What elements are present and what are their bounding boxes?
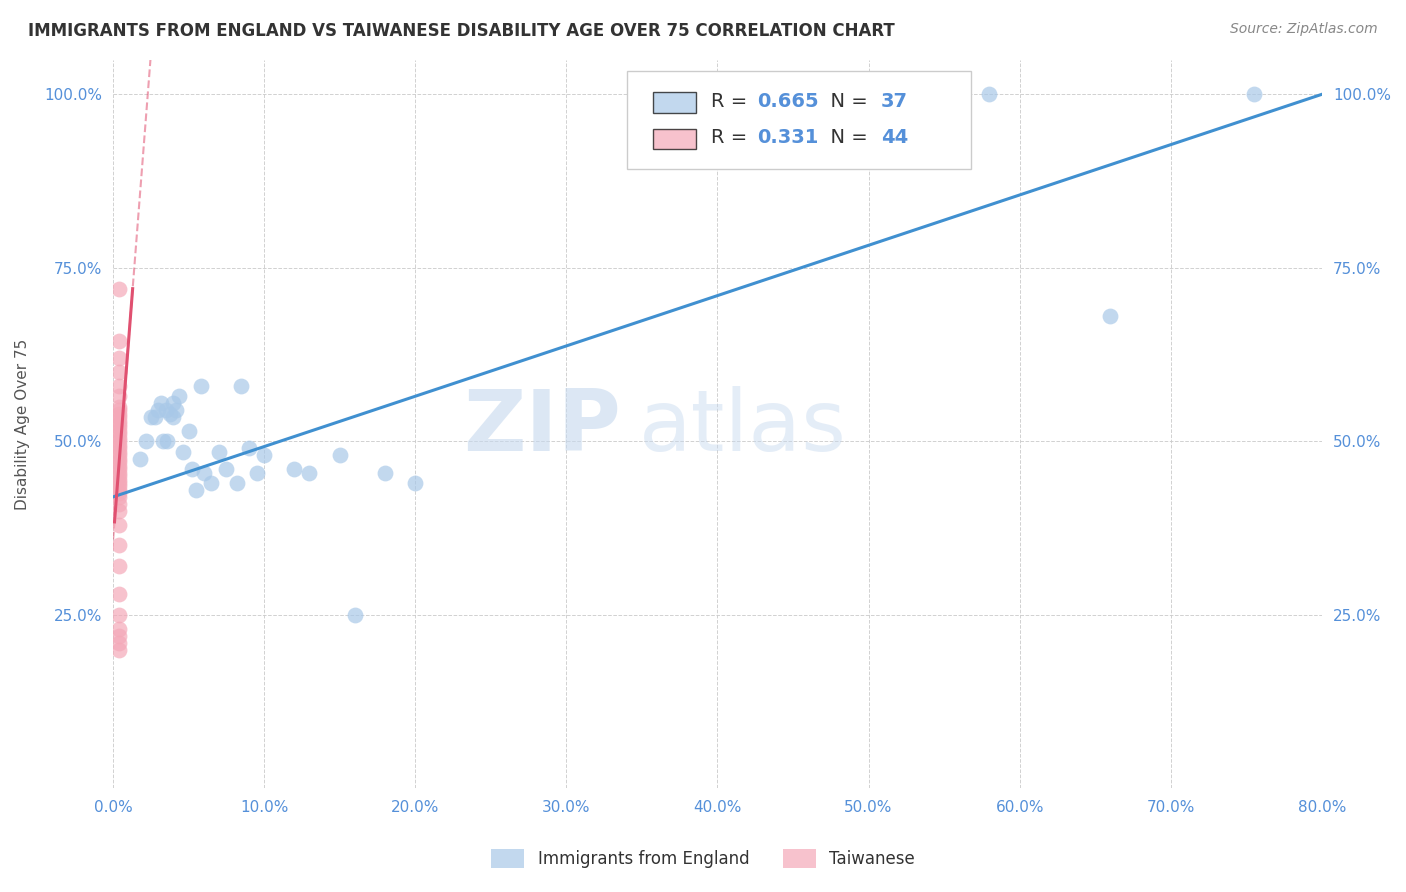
Point [108,351,131,365]
Point [180,462,202,476]
Point [166,403,188,417]
FancyBboxPatch shape [627,70,972,169]
Point [1243,87,1265,102]
Point [231,379,253,393]
Point [226,476,249,491]
Point [108,497,131,511]
Point [108,479,131,493]
Point [215,462,238,476]
Text: IMMIGRANTS FROM ENGLAND VS TAIWANESE DISABILITY AGE OVER 75 CORRELATION CHART: IMMIGRANTS FROM ENGLAND VS TAIWANESE DIS… [28,22,894,40]
Point [150,396,173,410]
Point [108,469,131,483]
Text: ZIP: ZIP [463,386,620,469]
Point [135,434,157,449]
Point [245,466,267,480]
Point [108,483,131,497]
Point [108,444,131,458]
Text: 37: 37 [880,92,908,111]
Point [193,466,215,480]
Point [108,448,131,462]
Point [108,629,131,643]
Point [108,486,131,500]
Point [177,424,200,438]
Point [298,466,321,480]
Point [108,420,131,434]
Point [162,396,184,410]
Point [108,476,131,491]
Point [169,389,191,403]
Point [343,607,366,622]
Point [108,622,131,636]
Point [159,407,181,421]
Point [108,466,131,480]
Point [108,403,131,417]
Point [108,424,131,438]
Point [108,504,131,518]
Point [108,539,131,553]
Text: N =: N = [818,128,873,147]
Point [108,407,131,421]
FancyBboxPatch shape [654,128,696,149]
Legend: Immigrants from England, Taiwanese: Immigrants from England, Taiwanese [484,842,922,875]
Point [108,451,131,466]
Point [108,334,131,348]
Point [108,455,131,469]
Point [108,434,131,449]
Point [979,87,1001,102]
Point [108,413,131,427]
Point [108,517,131,532]
Point [108,400,131,414]
Point [108,442,131,456]
Point [162,410,184,425]
Point [108,431,131,445]
Text: 0.665: 0.665 [758,92,818,111]
Point [108,410,131,425]
FancyBboxPatch shape [654,93,696,112]
Point [108,379,131,393]
Point [374,466,396,480]
Point [200,476,222,491]
Y-axis label: Disability Age Over 75: Disability Age Over 75 [15,338,30,509]
Text: 0.331: 0.331 [758,128,818,147]
Point [329,448,352,462]
Point [155,403,177,417]
Text: 44: 44 [880,128,908,147]
Point [129,451,152,466]
Point [156,434,179,449]
Point [143,410,166,425]
Point [208,444,231,458]
Point [108,462,131,476]
Point [190,379,212,393]
Point [108,642,131,657]
Point [184,483,207,497]
Point [1099,310,1122,324]
Point [108,607,131,622]
Point [172,444,194,458]
Point [108,438,131,452]
Text: N =: N = [818,92,873,111]
Point [108,559,131,574]
Point [108,473,131,487]
Point [108,365,131,379]
Point [108,389,131,403]
Point [139,410,162,425]
Text: R =: R = [711,128,754,147]
Point [108,458,131,473]
Text: atlas: atlas [638,386,846,469]
Point [108,427,131,442]
Text: Source: ZipAtlas.com: Source: ZipAtlas.com [1230,22,1378,37]
Text: R =: R = [711,92,754,111]
Point [108,490,131,504]
Point [152,434,174,449]
Point [148,403,170,417]
Point [404,476,426,491]
Point [108,587,131,601]
Point [108,417,131,431]
Point [238,442,260,456]
Point [108,282,131,296]
Point [108,635,131,649]
Point [283,462,305,476]
Point [253,448,276,462]
